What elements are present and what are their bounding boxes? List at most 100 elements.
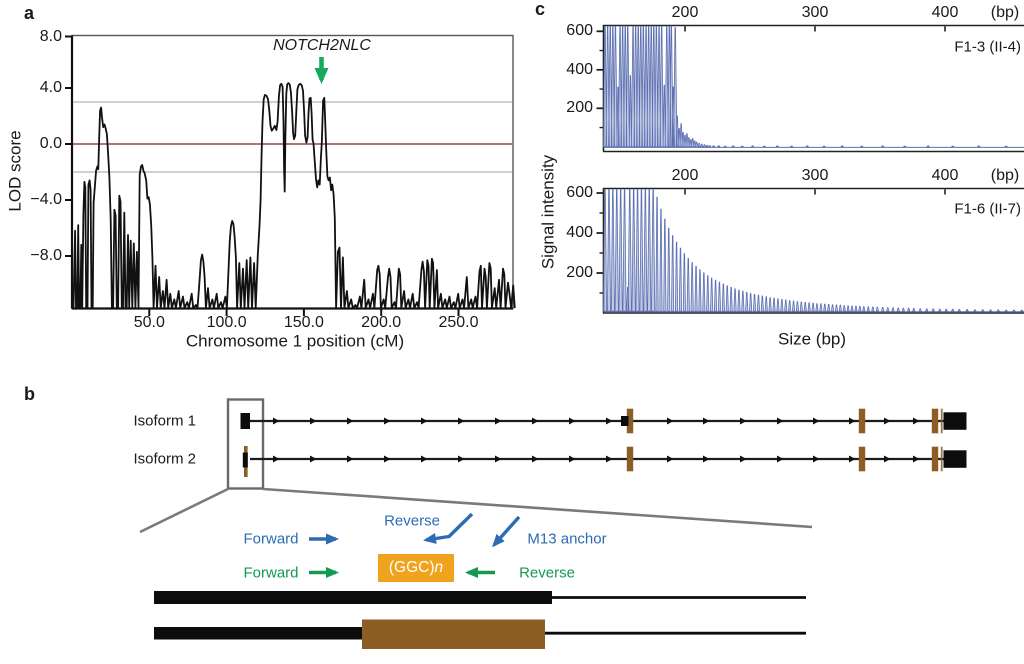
panel-a-y-tick-label: −8.0 <box>30 247 62 264</box>
thin-exon-line <box>940 446 943 472</box>
panel-a-y-axis-title: LOD score <box>5 130 25 212</box>
panel-c-ticks <box>596 26 946 294</box>
intron-direction-arrow-icon <box>495 455 502 463</box>
panel-a-letter: a <box>24 3 35 23</box>
exon-tick <box>858 408 866 434</box>
sample-label-f1-6: F1-6 (II-7) <box>954 200 1021 218</box>
panel-c-letter: c <box>535 0 546 19</box>
m13-anchor-label: M13 anchor <box>527 530 607 548</box>
intron-direction-arrow-icon <box>273 455 280 463</box>
thin-exon-line <box>940 408 943 434</box>
ggc-repeat-n: n <box>434 559 444 576</box>
panel-b-gene-diagram <box>139 398 967 534</box>
exon-tick <box>931 446 939 472</box>
panel-c-x-tick-label: 200 <box>671 167 699 184</box>
exon-black-segment <box>621 416 629 426</box>
isoform-1-label: Isoform 1 <box>133 412 196 430</box>
panel-a-plot <box>65 34 516 316</box>
intron-direction-arrow-icon <box>421 417 428 425</box>
panel-b-letter: b <box>24 384 35 404</box>
panel-a-y-tick-label: −4.0 <box>30 191 62 208</box>
intron-direction-arrow-icon <box>458 455 465 463</box>
intron-direction-arrow-icon <box>913 455 920 463</box>
panel-a-x-tick-label: 150.0 <box>283 314 324 331</box>
zoom-funnel-right-line <box>262 487 813 529</box>
panel-c-x-tick-label: 300 <box>801 167 829 184</box>
panel-c-y-axis-title: Signal intensity <box>538 154 558 270</box>
intron-direction-arrow-icon <box>458 417 465 425</box>
gene-annotation: NOTCH2NLC <box>273 37 371 54</box>
intron-direction-arrow-icon <box>913 417 920 425</box>
electropherogram-trace-f1-6 <box>602 188 1024 313</box>
ggc-repeat-text: (GGC) <box>388 559 435 576</box>
exon-tick <box>858 446 866 472</box>
panel-a-x-axis-title: Chromosome 1 position (cM) <box>185 331 405 351</box>
bp-unit-label-top: (bp) <box>990 4 1020 21</box>
amplicon-bar-2 <box>154 627 363 640</box>
intron-direction-arrow-icon <box>606 455 613 463</box>
intron-direction-arrow-icon <box>347 455 354 463</box>
panel-c-y-tick-label: 200 <box>566 264 593 281</box>
sample-label-f1-3: F1-3 (II-4) <box>954 38 1021 56</box>
panel-a-x-tick-label: 200.0 <box>361 314 402 331</box>
primer-diagram <box>154 512 806 649</box>
panel-a-x-tick-label: 100.0 <box>206 314 247 331</box>
significance-threshold-lines <box>73 101 512 173</box>
intron-direction-arrow-icon <box>347 417 354 425</box>
m13-anchor-arrow-icon <box>492 515 521 548</box>
terminal-exon-box <box>943 412 967 430</box>
intron-direction-arrow-icon <box>740 417 747 425</box>
intron-direction-arrow-icon <box>703 417 710 425</box>
bp-unit-label-bottom: (bp) <box>990 167 1020 184</box>
panel-c-x-tick-label: 300 <box>801 4 829 21</box>
green-forward-primer-label: Forward <box>243 564 299 582</box>
intron-direction-arrow-icon <box>813 417 820 425</box>
panel-a-x-tick-label: 250.0 <box>438 314 479 331</box>
intron-direction-arrow-icon <box>569 455 576 463</box>
exon-tick <box>626 408 634 434</box>
panel-a-y-tick-label: 8.0 <box>39 27 62 45</box>
intron-direction-arrow-icon <box>421 455 428 463</box>
blue-reverse-primer-label: Reverse <box>384 512 440 530</box>
intron-direction-arrow-icon <box>384 455 391 463</box>
intron-direction-arrow-icon <box>606 417 613 425</box>
intron-direction-arrow-icon <box>813 455 820 463</box>
exon-tick <box>931 408 939 434</box>
repeat-expansion-box <box>362 619 545 649</box>
intron-direction-arrow-icon <box>667 417 674 425</box>
zoom-box <box>226 398 265 490</box>
intron-direction-arrow-icon <box>310 417 317 425</box>
panel-c-y-tick-label: 400 <box>566 224 593 241</box>
first-exon-black <box>240 413 250 429</box>
panel-c-x-tick-label: 400 <box>931 4 959 21</box>
panel-c-y-tick-label: 600 <box>566 22 593 40</box>
panel-c-x-axis-title: Size (bp) <box>777 329 847 349</box>
isoform-2-label: Isoform 2 <box>133 450 196 468</box>
electropherogram-trace-f1-3 <box>602 25 1024 148</box>
intron-direction-arrow-icon <box>777 455 784 463</box>
panel-a-x-tick-label: 50.0 <box>133 314 165 331</box>
trace-spikes <box>602 25 1009 148</box>
intron-direction-arrow-icon <box>569 417 576 425</box>
isoform-rows <box>240 408 967 477</box>
intron-direction-arrow-icon <box>532 455 539 463</box>
intron-direction-arrow-icon <box>384 417 391 425</box>
intron-direction-arrow-icon <box>884 455 891 463</box>
intron-direction-arrow-icon <box>532 417 539 425</box>
lod-curve <box>72 82 516 309</box>
blue-forward-primer-label: Forward <box>243 530 299 548</box>
terminal-exon-box <box>943 450 967 468</box>
panel-c-plots <box>602 24 1024 314</box>
panel-a-y-tick-label: 4.0 <box>39 79 62 96</box>
exon-tick <box>626 446 634 472</box>
zoom-funnel-left-line <box>139 487 229 534</box>
intron-direction-arrow-icon <box>884 417 891 425</box>
intron-direction-arrow-icon <box>703 455 710 463</box>
intron-direction-arrow-icon <box>777 417 784 425</box>
intron-direction-arrow-icon <box>849 417 856 425</box>
panel-c-y-tick-label: 400 <box>566 60 593 78</box>
panel-a-y-tick-label: 0.0 <box>39 135 62 152</box>
green-reverse-primer-label: Reverse <box>519 564 575 582</box>
